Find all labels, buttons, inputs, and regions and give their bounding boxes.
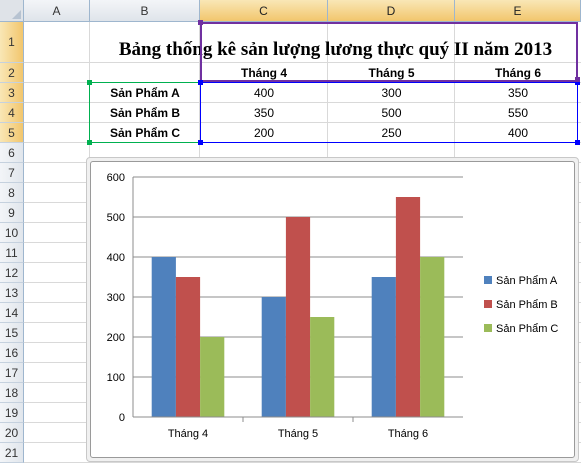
value-b-may[interactable]: 500 bbox=[381, 106, 402, 120]
bar-c bbox=[200, 337, 225, 417]
y-tick-label: 600 bbox=[107, 172, 125, 184]
values-range-highlight bbox=[200, 82, 578, 143]
row-header[interactable]: 4 bbox=[0, 103, 24, 123]
legend-entry: Sản Phẩm C bbox=[496, 323, 558, 335]
row-header[interactable]: 9 bbox=[0, 203, 24, 223]
range-handle[interactable] bbox=[87, 140, 92, 145]
gridline bbox=[24, 62, 581, 63]
product-label-b[interactable]: Sản Phẩm B bbox=[109, 106, 181, 120]
value-c-jun[interactable]: 400 bbox=[507, 126, 529, 140]
x-tick-label: Tháng 4 bbox=[168, 428, 208, 440]
bar-c bbox=[310, 317, 335, 417]
row-header[interactable]: 18 bbox=[0, 383, 24, 403]
y-tick-label: 100 bbox=[107, 372, 125, 384]
row-header[interactable]: 12 bbox=[0, 263, 24, 283]
row-header[interactable]: 2 bbox=[0, 63, 24, 83]
bar-b bbox=[285, 217, 311, 417]
row-header[interactable]: 7 bbox=[0, 163, 24, 183]
value-a-apr[interactable]: 400 bbox=[253, 86, 275, 100]
y-tick-label: 500 bbox=[107, 212, 125, 224]
row-header[interactable]: 10 bbox=[0, 223, 24, 243]
y-tick-label: 300 bbox=[107, 292, 125, 304]
month-header-jun[interactable]: Tháng 6 bbox=[494, 66, 541, 80]
row-header[interactable]: 1 bbox=[0, 22, 24, 63]
row-header[interactable]: 17 bbox=[0, 363, 24, 383]
column-header-a[interactable]: A bbox=[24, 0, 90, 22]
value-c-apr[interactable]: 200 bbox=[253, 126, 275, 140]
legend-entry: Sản Phẩm A bbox=[496, 275, 558, 287]
row-header[interactable]: 19 bbox=[0, 403, 24, 423]
category-range-highlight bbox=[89, 82, 201, 143]
row-header[interactable]: 20 bbox=[0, 423, 24, 443]
bar-b bbox=[175, 277, 201, 417]
y-tick-label: 200 bbox=[107, 332, 125, 344]
y-tick-label: 400 bbox=[107, 252, 125, 264]
chart-area[interactable]: 0 100 200 300 400 500 600 Tháng 4 Tháng 5 Tháng 6… bbox=[90, 161, 575, 458]
product-label-a[interactable]: Sản Phẩm A bbox=[110, 86, 180, 100]
value-b-jun[interactable]: 550 bbox=[507, 106, 529, 120]
column-header-b[interactable]: B bbox=[90, 0, 200, 22]
bar-a bbox=[371, 277, 396, 417]
value-c-may[interactable]: 250 bbox=[381, 126, 402, 140]
bar-a bbox=[261, 297, 286, 417]
legend-swatch bbox=[484, 324, 492, 332]
range-handle[interactable] bbox=[575, 140, 580, 145]
product-label-c[interactable]: Sản Phẩm C bbox=[109, 126, 181, 140]
value-b-apr[interactable]: 350 bbox=[253, 106, 275, 120]
legend-entry: Sản Phẩm B bbox=[496, 299, 558, 311]
legend-swatch bbox=[484, 276, 492, 284]
range-handle[interactable] bbox=[198, 20, 203, 25]
range-handle[interactable] bbox=[87, 80, 92, 85]
gridline bbox=[24, 122, 581, 123]
legend-swatch bbox=[484, 300, 492, 308]
bar-b bbox=[395, 197, 421, 417]
row-header[interactable]: 5 bbox=[0, 123, 24, 143]
bar-c bbox=[420, 257, 445, 417]
range-handle[interactable] bbox=[575, 77, 580, 82]
gridline bbox=[24, 102, 581, 103]
x-tick-label: Tháng 5 bbox=[278, 428, 318, 440]
select-all-corner[interactable] bbox=[0, 0, 24, 22]
row-header[interactable]: 6 bbox=[0, 143, 24, 163]
range-handle[interactable] bbox=[198, 140, 203, 145]
row-header[interactable]: 13 bbox=[0, 283, 24, 303]
column-chart[interactable]: 0 100 200 300 400 500 600 Tháng 4 Tháng 5 Tháng 6… bbox=[91, 162, 574, 457]
row-header[interactable]: 11 bbox=[0, 243, 24, 263]
row-header[interactable]: 8 bbox=[0, 183, 24, 203]
range-handle[interactable] bbox=[575, 80, 580, 85]
column-header-c[interactable]: C bbox=[200, 0, 328, 22]
bar-a bbox=[151, 257, 176, 417]
row-header[interactable]: 16 bbox=[0, 343, 24, 363]
column-header-d[interactable]: D bbox=[328, 0, 455, 22]
row-header[interactable]: 3 bbox=[0, 83, 24, 103]
row-header[interactable]: 15 bbox=[0, 323, 24, 343]
month-header-may[interactable]: Tháng 5 bbox=[368, 66, 415, 80]
value-a-may[interactable]: 300 bbox=[381, 86, 402, 100]
row-header[interactable]: 21 bbox=[0, 443, 24, 463]
month-header-apr[interactable]: Tháng 4 bbox=[240, 66, 287, 80]
table-title: Bảng thống kê sản lượng lương thực quý I… bbox=[118, 39, 553, 60]
range-handle[interactable] bbox=[198, 80, 203, 85]
series-name-range-highlight bbox=[200, 22, 578, 82]
row-header[interactable]: 14 bbox=[0, 303, 24, 323]
y-tick-label: 0 bbox=[119, 412, 125, 424]
column-header-e[interactable]: E bbox=[455, 0, 581, 22]
x-tick-label: Tháng 6 bbox=[388, 428, 428, 440]
value-a-jun[interactable]: 350 bbox=[507, 86, 529, 100]
